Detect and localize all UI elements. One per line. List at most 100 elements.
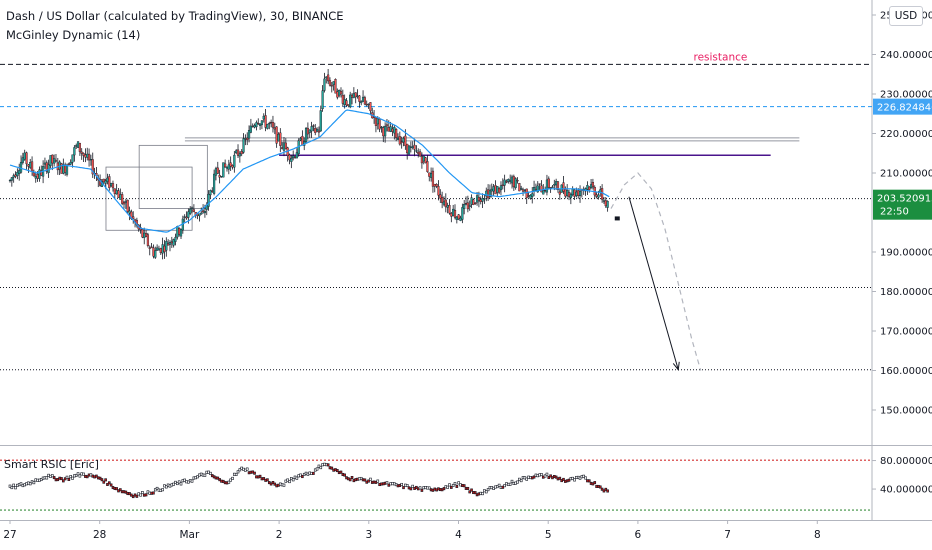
rsi-point <box>67 477 71 481</box>
rsi-point <box>549 474 552 478</box>
rsi-point <box>606 489 609 493</box>
candle-body <box>380 126 383 129</box>
candle-body <box>433 183 436 187</box>
candle-body <box>163 245 166 253</box>
candle-body <box>488 190 492 197</box>
candle-body <box>468 205 471 208</box>
candle-body <box>168 242 172 245</box>
candle-body <box>308 129 311 133</box>
candle-body <box>21 157 24 163</box>
rsi-point <box>442 487 446 491</box>
candle-body <box>573 189 576 197</box>
candle-body <box>113 188 116 194</box>
rsi-point <box>76 472 80 476</box>
candle-body <box>367 103 370 105</box>
rsi-point <box>155 486 159 490</box>
candle-body <box>393 127 396 134</box>
candle-body <box>233 154 236 168</box>
candle-body <box>224 163 227 168</box>
candle-body <box>306 127 309 135</box>
currency-button[interactable]: USD <box>889 6 923 26</box>
candle-body <box>247 130 251 139</box>
candle-body <box>361 96 365 102</box>
rsi-point <box>348 478 352 482</box>
candle-body <box>108 176 111 188</box>
candle-body <box>222 162 225 178</box>
rsi-point <box>236 470 240 474</box>
candle-body <box>154 250 157 258</box>
candle-body <box>413 144 416 150</box>
candle-body <box>304 127 308 143</box>
rsi-point <box>238 468 242 472</box>
candle-body <box>343 99 346 105</box>
candle-body <box>566 190 569 196</box>
candle-body <box>220 175 223 178</box>
rsi-point <box>234 472 238 476</box>
candle-body <box>227 164 230 170</box>
rsi-point <box>165 485 168 489</box>
candle-body <box>529 194 532 199</box>
rsi-point <box>107 481 111 485</box>
candle-body <box>437 186 440 196</box>
candle-body <box>527 195 530 197</box>
candle-body <box>404 135 407 146</box>
candle-body <box>498 187 501 193</box>
time-tick-label: 4 <box>455 529 462 541</box>
candle-body <box>577 190 580 196</box>
candle-body <box>12 175 15 178</box>
candle-body <box>268 122 271 125</box>
candle-body <box>487 189 490 199</box>
candle-body <box>209 190 212 196</box>
rsi-point <box>547 475 551 479</box>
candle-body <box>509 180 512 182</box>
candle-body <box>266 124 269 129</box>
candle-body <box>444 199 447 208</box>
candle-body <box>415 150 418 152</box>
candle-body <box>569 194 572 198</box>
candle-body <box>290 157 293 162</box>
candle-body <box>391 128 394 132</box>
candle-body <box>288 154 291 161</box>
candle-body <box>538 183 541 185</box>
rsi-point <box>497 483 501 487</box>
candle-body <box>336 91 339 98</box>
rsi-point <box>65 475 69 479</box>
rsi-point <box>326 463 330 467</box>
candle-body <box>431 170 435 187</box>
rsi-point <box>501 485 505 489</box>
candle-body <box>246 137 249 140</box>
candle-body <box>398 136 401 145</box>
rsi-pane-title: Smart RSIC [Eric] <box>4 458 99 471</box>
candle-body <box>218 174 221 178</box>
candle-body <box>466 202 469 210</box>
candle-body <box>43 162 47 165</box>
candle-body <box>536 185 539 193</box>
mcginley-line <box>9 109 610 233</box>
rsi-point <box>448 483 451 487</box>
candle-body <box>214 168 218 176</box>
rsi-point <box>196 475 199 479</box>
rsi-point <box>540 473 543 477</box>
time-tick-label: 28 <box>93 529 106 541</box>
candle-body <box>387 127 390 132</box>
candle-body <box>315 129 319 132</box>
candle-body <box>293 156 297 158</box>
rsi-point <box>466 486 470 490</box>
rsi-point <box>462 484 466 488</box>
candle-body <box>562 182 565 192</box>
candle-body <box>225 166 229 169</box>
rsi-point <box>179 482 183 486</box>
rsi-point <box>139 493 142 497</box>
candle-body <box>595 194 598 197</box>
candle-body <box>470 197 473 205</box>
candle-body <box>86 153 89 158</box>
rsi-point <box>405 484 409 488</box>
candle-body <box>115 190 118 195</box>
rsi-point <box>135 494 139 498</box>
candle-body <box>235 150 238 154</box>
candle-body <box>275 126 278 144</box>
candle-body <box>8 179 12 182</box>
candle-body <box>424 157 427 164</box>
candle-body <box>150 246 153 248</box>
candle-body <box>167 243 170 246</box>
